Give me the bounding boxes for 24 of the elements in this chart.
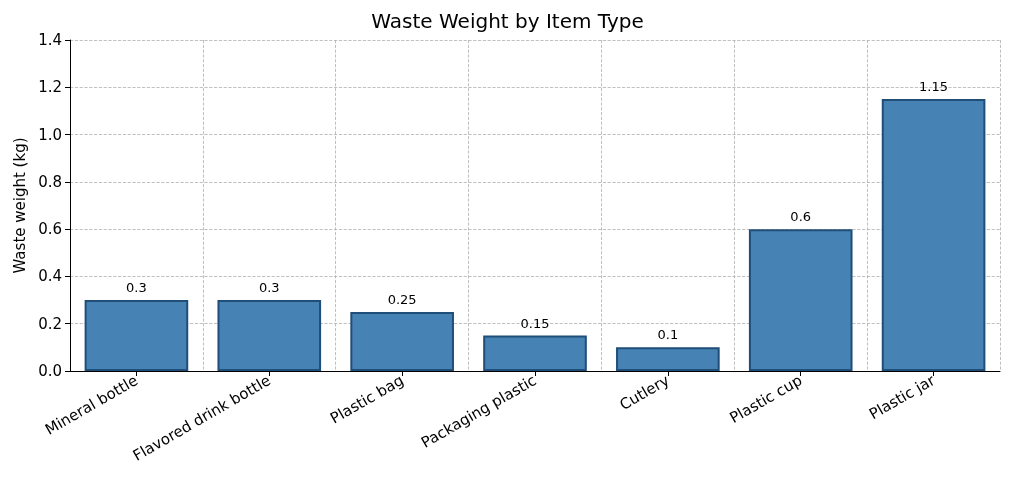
y-tick-label: 0.6 xyxy=(38,220,62,239)
y-axis-title: Waste weight (kg) xyxy=(10,137,29,274)
data-label: 0.6 xyxy=(790,209,812,225)
y-tick-label: 0.4 xyxy=(38,267,62,286)
bar xyxy=(881,99,986,371)
y-tick-label: 0.8 xyxy=(38,172,62,191)
y-tick-label: 1.2 xyxy=(38,78,62,97)
y-tick-label: 1.0 xyxy=(38,125,62,144)
y-tick-label: 0.0 xyxy=(38,362,62,380)
data-label: 0.15 xyxy=(520,315,550,331)
bar xyxy=(483,335,587,371)
data-label: 0.3 xyxy=(258,280,280,296)
bar xyxy=(748,229,853,371)
bar xyxy=(217,300,322,371)
y-tick-label: 0.2 xyxy=(38,314,62,333)
chart-title: Waste Weight by Item Type xyxy=(371,9,644,33)
data-label: 0.1 xyxy=(657,327,679,343)
data-label: 1.15 xyxy=(919,79,949,95)
bar xyxy=(350,311,454,371)
data-label: 0.25 xyxy=(387,291,417,307)
bar xyxy=(616,347,720,371)
y-tick-label: 1.4 xyxy=(38,31,62,49)
data-label: 0.3 xyxy=(126,280,147,296)
bar xyxy=(84,300,189,371)
